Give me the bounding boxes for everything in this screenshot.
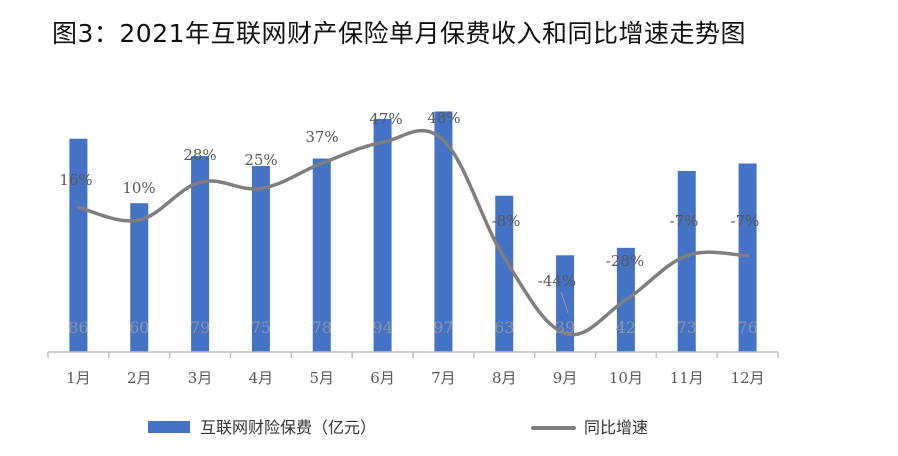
bar-value-label-2: 60 xyxy=(129,318,149,337)
growth-label-3: 28% xyxy=(183,146,216,164)
bar-value-label-6: 94 xyxy=(372,318,392,337)
x-tick-label-8: 8月 xyxy=(492,369,517,387)
leader-line xyxy=(560,291,569,314)
growth-label-7: 48% xyxy=(427,109,460,127)
bar-11 xyxy=(677,170,696,352)
x-tick-labels: 1月 2月 3月 4月 5月 6月 7月 8月 9月 10月 11月 12月 xyxy=(66,369,764,387)
growth-label-8: -8% xyxy=(492,212,521,230)
growth-label-9: -44% xyxy=(538,272,576,290)
growth-label-2: 10% xyxy=(122,179,155,197)
bar-7 xyxy=(434,111,453,352)
bar-12 xyxy=(738,163,757,352)
chart-title: 图3：2021年互联网财产保险单月保费收入和同比增速走势图 xyxy=(52,19,747,48)
legend-line-label: 同比增速 xyxy=(584,418,648,437)
bar-value-label-12: 76 xyxy=(737,318,757,337)
growth-data-labels: 16% 10% 28% 25% 37% 47% 48% -8% -44% -28% -7% -7% xyxy=(59,109,759,290)
growth-line xyxy=(76,128,750,337)
growth-label-5: 37% xyxy=(305,128,338,146)
x-tick-label-6: 6月 xyxy=(370,369,395,387)
bar-2 xyxy=(130,203,149,352)
bar-value-label-11: 73 xyxy=(677,318,697,337)
bar-value-label-1: 86 xyxy=(68,318,88,337)
growth-label-12: -7% xyxy=(731,212,760,230)
bar-8 xyxy=(495,195,514,352)
x-tick-label-2: 2月 xyxy=(127,369,152,387)
bar-value-label-5: 78 xyxy=(312,318,332,337)
bar-5 xyxy=(312,158,331,352)
x-tick-label-10: 10月 xyxy=(609,369,643,387)
x-tick-label-12: 12月 xyxy=(731,369,765,387)
growth-label-1: 16% xyxy=(59,171,92,189)
legend: 互联网财险保费（亿元） 同比增速 xyxy=(148,418,648,437)
growth-label-10: -28% xyxy=(606,252,644,270)
x-tick-label-1: 1月 xyxy=(66,369,91,387)
growth-label-4: 25% xyxy=(244,151,277,169)
legend-bar-swatch xyxy=(148,421,190,433)
bar-value-label-4: 75 xyxy=(251,318,271,337)
bar-value-label-10: 42 xyxy=(616,318,636,337)
legend-bar-label: 互联网财险保费（亿元） xyxy=(200,418,376,437)
bar-6 xyxy=(373,118,392,352)
bar-1 xyxy=(69,138,88,352)
x-tick-label-3: 3月 xyxy=(188,369,213,387)
bar-data-labels: 86 60 79 75 78 94 97 63 39 42 73 76 xyxy=(68,318,758,337)
bar-value-label-9: 39 xyxy=(555,318,575,337)
x-tick-label-7: 7月 xyxy=(431,369,456,387)
x-tick-label-4: 4月 xyxy=(249,369,274,387)
bar-value-label-7: 97 xyxy=(433,318,453,337)
growth-line-series xyxy=(76,128,750,337)
x-axis xyxy=(47,351,779,358)
bar-value-label-8: 63 xyxy=(494,318,514,337)
x-tick-label-11: 11月 xyxy=(670,369,704,387)
growth-label-6: 47% xyxy=(369,110,402,128)
bar-series xyxy=(69,111,757,352)
bar-4 xyxy=(251,166,270,352)
x-tick-label-9: 9月 xyxy=(553,369,578,387)
bar-3 xyxy=(191,156,210,352)
x-tick-label-5: 5月 xyxy=(309,369,334,387)
growth-label-11: -7% xyxy=(670,212,699,230)
bar-value-label-3: 79 xyxy=(190,318,210,337)
